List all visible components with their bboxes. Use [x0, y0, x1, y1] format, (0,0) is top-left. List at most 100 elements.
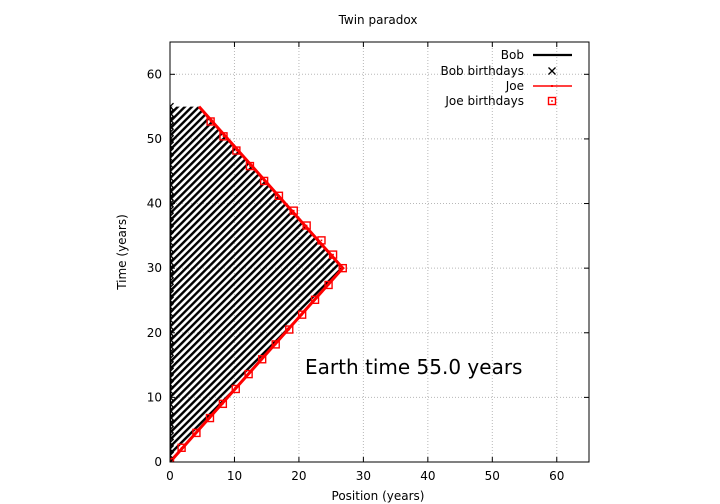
x-tick-label: 40 — [420, 469, 435, 483]
bob-birthday-marker-stroke — [170, 435, 174, 441]
bob-birthday-marker-stroke — [170, 318, 174, 324]
bob-birthday-marker-stroke — [170, 247, 174, 253]
bob-birthday-marker — [170, 283, 174, 292]
y-tick-label: 60 — [147, 67, 162, 81]
x-tick-label: 60 — [549, 469, 564, 483]
bob-birthday-marker — [170, 218, 174, 227]
y-tick-label: 0 — [154, 455, 162, 469]
bob-birthday-marker-stroke — [170, 380, 174, 386]
bob-birthday-marker — [170, 438, 174, 447]
bob-birthday-marker-stroke — [170, 277, 174, 282]
bob-birthday-marker-stroke — [170, 293, 174, 298]
joe-birthday-marker-center — [235, 149, 238, 152]
bob-birthday-marker — [170, 302, 174, 311]
bob-birthday-marker — [170, 257, 174, 266]
joe-birthday-marker — [317, 236, 326, 245]
bob-birthday-marker-stroke — [170, 160, 174, 166]
bob-birthday-marker-stroke — [170, 335, 174, 341]
bob-birthday-marker-stroke — [170, 331, 174, 337]
bob-birthday-marker-stroke — [170, 419, 174, 425]
bob-birthday-marker — [170, 315, 174, 324]
legend-sample-joe-birthdays-center — [551, 100, 553, 102]
joe-birthday-marker — [245, 161, 255, 171]
bob-birthday-marker-stroke — [170, 186, 174, 192]
x-axis-label: Position (years) — [332, 489, 425, 503]
bob-birthday-marker-stroke — [170, 212, 174, 218]
bob-birthday-marker-stroke — [170, 357, 174, 363]
plot-frame — [169, 41, 590, 463]
series-layer — [170, 102, 347, 462]
bob-birthday-marker-stroke — [170, 215, 174, 221]
x-tick-label: 20 — [291, 469, 306, 483]
bob-birthday-marker-stroke — [170, 267, 174, 273]
bob-birthday-marker-stroke — [170, 176, 174, 182]
bob-birthday-marker-stroke — [170, 189, 174, 195]
bob-birthday-marker — [170, 225, 174, 234]
bob-birthday-marker — [170, 296, 174, 305]
bob-birthday-marker-stroke — [170, 458, 174, 462]
bob-birthday-marker-stroke — [170, 183, 174, 189]
joe-birthday-marker — [302, 221, 311, 230]
bob-birthday-marker-stroke — [170, 409, 174, 415]
bob-birthday-marker-stroke — [170, 432, 174, 438]
bob-birthday-marker-stroke — [170, 296, 174, 302]
bob-birthday-marker-stroke — [170, 115, 174, 121]
bob-birthday-marker-stroke — [170, 260, 174, 266]
bob-birthday-marker — [170, 154, 174, 163]
bob-birthday-marker-stroke — [170, 196, 174, 202]
joe-birthday-marker-center — [327, 284, 330, 286]
bob-birthday-marker-stroke — [170, 425, 174, 431]
legend-label: Joe — [505, 79, 524, 93]
bob-birthday-marker — [170, 141, 174, 150]
bob-birthday-marker-stroke — [170, 399, 174, 405]
joe-birthday-marker-center — [234, 388, 237, 390]
bob-birthday-marker — [170, 270, 174, 279]
bob-birthday-marker-stroke — [170, 202, 174, 208]
bob-birthday-marker — [170, 354, 174, 363]
bob-birthday-marker-stroke — [170, 438, 174, 444]
bob-birthday-marker — [170, 399, 174, 408]
joe-birthday-marker-center — [180, 446, 183, 449]
bob-birthday-marker-stroke — [170, 167, 174, 173]
bob-birthday-marker-stroke — [170, 302, 174, 308]
bob-birthday-marker — [170, 167, 174, 176]
bob-birthday-marker-stroke — [170, 377, 174, 382]
bob-birthday-marker-stroke — [170, 386, 174, 392]
legend-marker-stroke — [548, 67, 556, 75]
bob-birthday-marker-stroke — [170, 354, 174, 360]
bob-birthday-marker-stroke — [170, 412, 174, 418]
hatched-region-group — [170, 106, 343, 462]
bob-birthday-marker-stroke — [170, 383, 174, 389]
bob-birthday-marker-stroke — [170, 322, 174, 328]
joe-birthday-marker-center — [274, 343, 277, 346]
bob-birthday-marker-stroke — [170, 273, 174, 279]
joe-birthday-marker — [271, 340, 280, 349]
bob-birthday-marker — [170, 341, 174, 350]
bob-birthday-marker-stroke — [170, 150, 174, 156]
joe-birthday-marker — [205, 413, 215, 423]
bob-birthday-marker — [170, 115, 174, 124]
bob-birthday-marker-stroke — [170, 406, 174, 412]
bob-birthday-marker — [170, 186, 174, 195]
bob-birthday-marker-stroke — [170, 125, 174, 130]
bob-birthday-marker-stroke — [170, 290, 174, 295]
bob-birthday-marker — [170, 328, 174, 337]
bob-birthday-marker-stroke — [170, 254, 174, 260]
bob-birthday-marker-stroke — [170, 244, 174, 250]
bob-birthday-marker-stroke — [170, 341, 174, 347]
bob-birthday-marker — [170, 309, 174, 318]
bob-birthday-marker-stroke — [170, 180, 174, 186]
bob-birthday-marker — [170, 109, 174, 118]
joe-birthday-marker-center — [263, 180, 265, 182]
joe-birthday-marker-center — [209, 417, 211, 419]
x-tick-label: 30 — [356, 469, 371, 483]
bob-birthday-marker-stroke — [170, 257, 174, 263]
bob-birthday-marker — [170, 419, 174, 428]
bob-birthday-marker-stroke — [170, 241, 174, 247]
bob-birthday-marker-stroke — [170, 138, 174, 143]
bob-birthday-marker-stroke — [170, 393, 174, 399]
bob-birthday-marker-stroke — [170, 118, 174, 124]
annotation-earth-time: Earth time 55.0 years — [305, 355, 522, 379]
bob-birthday-marker — [170, 180, 174, 189]
bob-birthday-marker-stroke — [170, 312, 174, 318]
